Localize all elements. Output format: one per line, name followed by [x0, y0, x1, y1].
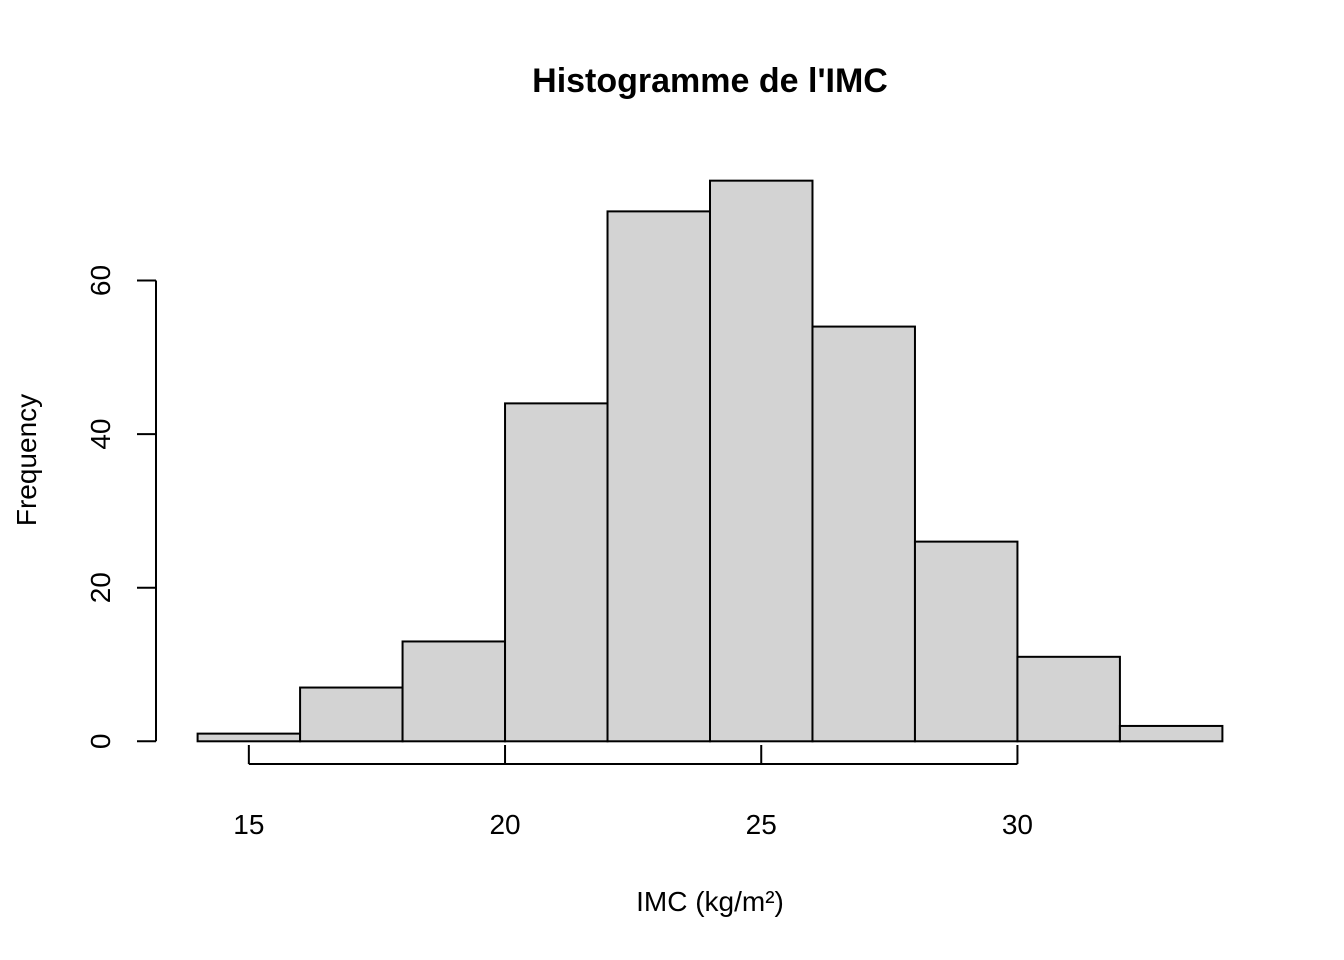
y-tick-label: 0	[85, 734, 116, 750]
x-axis: 15 20 25 30	[233, 745, 1033, 840]
y-tick-label: 60	[85, 265, 116, 296]
x-axis-label: IMC (kg/m²)	[636, 886, 784, 917]
histogram-bar	[196, 732, 302, 743]
histogram-bar	[1118, 724, 1224, 743]
histogram-bar	[811, 325, 916, 743]
y-tick-label: 40	[85, 419, 116, 450]
histogram-bar	[504, 402, 609, 743]
histogram-bar	[401, 640, 507, 743]
x-tick-label: 25	[746, 809, 777, 840]
histogram-bar	[1016, 655, 1121, 743]
bars-group	[196, 179, 1224, 743]
y-tick-label: 20	[85, 572, 116, 603]
chart-title: Histogramme de l'IMC	[532, 62, 888, 100]
x-tick-label: 15	[233, 809, 264, 840]
histogram-bar	[606, 210, 712, 743]
y-axis: 0 20 40 60	[85, 265, 157, 750]
histogram-bar	[299, 686, 404, 743]
x-tick-label: 30	[1002, 809, 1033, 840]
histogram-bar	[709, 179, 814, 743]
x-tick-label: 20	[489, 809, 520, 840]
y-axis-label: Frequency	[11, 394, 42, 526]
histogram-bar	[913, 540, 1019, 743]
